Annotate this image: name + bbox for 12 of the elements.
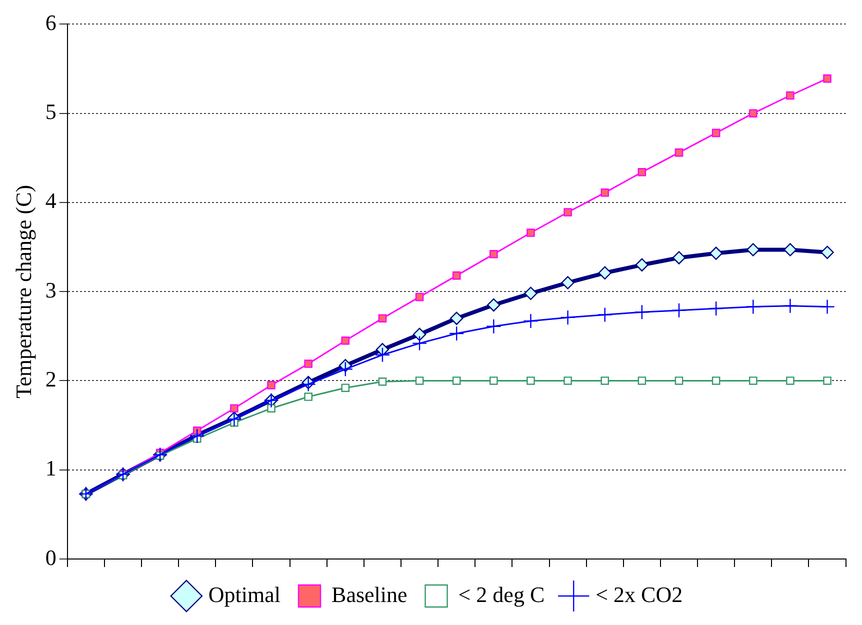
legend-label: < 2 deg C bbox=[458, 582, 545, 607]
legend-label: Baseline bbox=[332, 582, 408, 607]
y-axis-title: Temperature change (C) bbox=[10, 184, 36, 398]
y-tick-label: 4 bbox=[45, 188, 56, 214]
y-tick-label: 5 bbox=[45, 99, 56, 124]
y-tick-label: 2 bbox=[45, 366, 56, 392]
legend-label: Optimal bbox=[208, 582, 281, 607]
y-tick-label: 3 bbox=[45, 277, 56, 302]
y-tick-label: 1 bbox=[45, 456, 56, 481]
y-tick-label: 6 bbox=[45, 10, 56, 35]
legend-label: < 2x CO2 bbox=[596, 582, 683, 607]
y-tick-label: 0 bbox=[45, 544, 56, 570]
